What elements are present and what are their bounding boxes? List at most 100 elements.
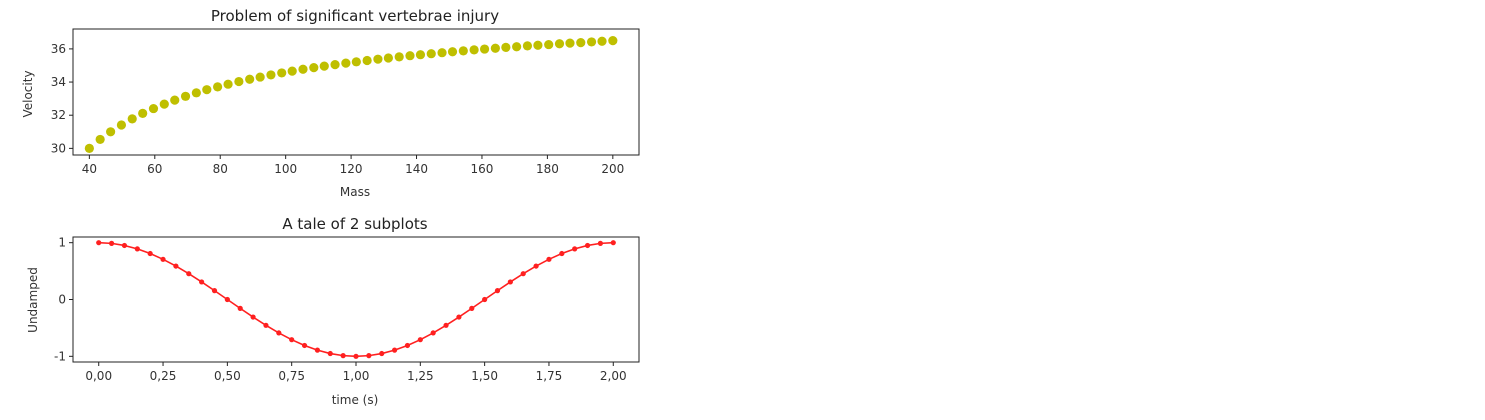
data-point bbox=[170, 95, 180, 105]
data-point bbox=[576, 37, 586, 48]
data-point bbox=[490, 43, 500, 53]
data-point bbox=[405, 51, 415, 61]
data-point bbox=[234, 76, 244, 87]
y-axis-label: Velocity bbox=[21, 70, 35, 117]
data-point bbox=[147, 250, 153, 257]
x-axis: 40 60 80 100 120 140 160 180 200 bbox=[82, 155, 624, 176]
data-point bbox=[330, 60, 340, 70]
y-tick-label: 1 bbox=[58, 236, 66, 250]
data-point bbox=[391, 347, 398, 353]
data-point bbox=[559, 250, 565, 257]
data-point bbox=[520, 271, 526, 277]
data-point bbox=[173, 263, 179, 269]
data-point bbox=[211, 288, 218, 294]
data-point bbox=[237, 305, 243, 311]
data-point bbox=[301, 342, 308, 349]
data-point bbox=[340, 353, 346, 359]
plot-frame bbox=[72, 28, 640, 156]
data-point bbox=[610, 240, 616, 246]
data-point bbox=[199, 279, 205, 285]
data-point bbox=[507, 279, 513, 285]
data-point bbox=[327, 350, 333, 357]
data-point bbox=[417, 337, 423, 343]
x-tick-label: 180 bbox=[536, 162, 559, 176]
data-point bbox=[276, 330, 282, 336]
x-tick-label: 40 bbox=[82, 162, 97, 176]
data-point bbox=[458, 46, 468, 56]
data-point bbox=[597, 240, 604, 246]
data-point bbox=[404, 342, 411, 349]
data-point bbox=[546, 256, 552, 262]
data-point bbox=[186, 271, 192, 277]
x-tick-label: 0,25 bbox=[150, 369, 177, 383]
data-point bbox=[202, 85, 212, 95]
x-tick-label: 2,00 bbox=[600, 369, 627, 383]
data-point bbox=[447, 47, 458, 57]
data-point bbox=[469, 45, 479, 55]
x-tick-label: 0,00 bbox=[85, 369, 112, 383]
y-axis: -1 0 1 bbox=[54, 236, 73, 363]
data-point bbox=[443, 322, 449, 328]
data-point bbox=[116, 120, 127, 130]
data-point bbox=[148, 103, 159, 114]
data-point bbox=[309, 63, 319, 73]
x-tick-label: 80 bbox=[213, 162, 228, 176]
data-point bbox=[289, 337, 295, 343]
data-point bbox=[263, 322, 269, 328]
data-point bbox=[584, 242, 591, 249]
data-point bbox=[319, 61, 329, 71]
subplot-undamped-vs-time: A tale of 2 subplots 0,00 0,25 0,50 0,75 1,0… bbox=[26, 215, 640, 407]
data-point bbox=[108, 240, 115, 246]
data-point bbox=[277, 68, 287, 78]
data-point bbox=[362, 55, 372, 66]
data-point bbox=[522, 41, 533, 51]
data-series bbox=[84, 36, 618, 153]
x-tick-label: 120 bbox=[340, 162, 363, 176]
data-point bbox=[597, 36, 607, 46]
data-point bbox=[298, 64, 308, 74]
data-point bbox=[437, 48, 447, 58]
chart-title: Problem of significant vertebrae injury bbox=[211, 7, 499, 25]
data-point bbox=[160, 256, 166, 262]
data-point bbox=[127, 114, 137, 124]
data-point bbox=[84, 143, 94, 153]
data-point bbox=[213, 82, 223, 92]
data-point bbox=[373, 54, 383, 64]
y-tick-label: 0 bbox=[58, 293, 66, 307]
data-point bbox=[180, 91, 191, 101]
y-tick-label: 32 bbox=[51, 108, 66, 122]
data-point bbox=[608, 36, 618, 46]
data-point bbox=[134, 246, 140, 252]
data-point bbox=[512, 42, 522, 52]
data-point bbox=[223, 79, 233, 89]
x-tick-label: 1,00 bbox=[343, 369, 370, 383]
data-point bbox=[469, 305, 475, 311]
data-point bbox=[586, 37, 597, 47]
data-point bbox=[379, 350, 385, 357]
x-tick-label: 60 bbox=[147, 162, 162, 176]
data-point bbox=[544, 39, 554, 50]
data-point bbox=[554, 39, 565, 49]
data-point bbox=[366, 353, 372, 359]
data-point bbox=[341, 58, 351, 68]
data-point bbox=[426, 49, 436, 59]
x-tick-label: 1,75 bbox=[536, 369, 563, 383]
data-point bbox=[479, 44, 490, 54]
data-point bbox=[501, 42, 511, 53]
y-axis-label: Undamped bbox=[26, 267, 40, 333]
data-point bbox=[353, 353, 359, 359]
data-point bbox=[250, 314, 256, 320]
data-point bbox=[245, 74, 255, 84]
data-point bbox=[121, 242, 128, 249]
data-point bbox=[138, 108, 148, 118]
x-tick-label: 0,75 bbox=[278, 369, 305, 383]
data-point bbox=[533, 263, 539, 269]
data-point bbox=[159, 99, 169, 109]
data-point bbox=[191, 88, 201, 98]
data-point bbox=[430, 330, 436, 336]
x-tick-label: 140 bbox=[405, 162, 428, 176]
data-point bbox=[565, 38, 575, 48]
x-tick-label: 160 bbox=[471, 162, 494, 176]
